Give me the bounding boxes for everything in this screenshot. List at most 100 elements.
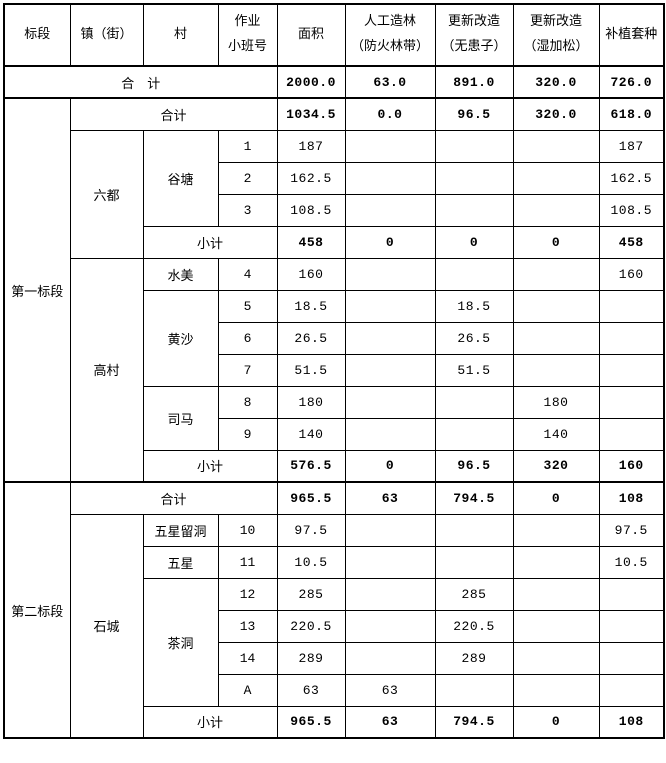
value-cell: 108.5	[598, 193, 665, 227]
value-cell: 97.5	[598, 513, 665, 547]
value-cell: 63.0	[344, 65, 436, 99]
plot-number-cell: 12	[217, 577, 278, 611]
value-cell: 63	[344, 705, 436, 739]
town-cell: 六都	[69, 129, 144, 259]
value-cell	[598, 609, 665, 643]
value-cell	[344, 129, 436, 163]
header-town-street: 镇（街）	[69, 3, 144, 67]
value-cell: 187	[276, 129, 346, 163]
value-cell: 0	[434, 225, 514, 259]
value-cell: 108.5	[276, 193, 346, 227]
value-cell: 0	[344, 225, 436, 259]
subtotal-row: 小计 965.5 63 794.5 0 108	[4, 705, 665, 739]
header-row: 标段 镇（街） 村 作业 小班号 面积 人工造林 （防火林带） 更新改造 （无患…	[3, 3, 665, 67]
value-cell	[434, 545, 514, 579]
value-cell: 285	[276, 577, 346, 611]
village-cell: 谷塘	[142, 129, 219, 227]
value-cell: 10.5	[276, 545, 346, 579]
grand-total-label-cell: 合 计	[3, 65, 278, 99]
value-cell	[344, 353, 436, 387]
value-cell: 96.5	[434, 449, 514, 483]
value-cell: 965.5	[276, 705, 346, 739]
value-cell: 51.5	[434, 353, 514, 387]
village-cell: 黄沙	[142, 289, 219, 387]
plot-number-cell: 1	[217, 129, 278, 163]
value-cell: 0	[344, 449, 436, 483]
value-cell: 0	[512, 225, 600, 259]
subtotal-label-cell: 小计	[142, 705, 278, 739]
value-cell: 794.5	[434, 481, 514, 515]
plot-number-cell: 3	[217, 193, 278, 227]
subtotal-row: 小计 576.5 0 96.5 320 160	[4, 449, 665, 483]
plot-number-cell: 13	[217, 609, 278, 643]
plot-number-cell: 2	[217, 161, 278, 195]
value-cell: 162.5	[598, 161, 665, 195]
value-cell: 2000.0	[276, 65, 346, 99]
value-cell	[512, 257, 600, 291]
value-cell: 26.5	[434, 321, 514, 355]
value-cell	[434, 385, 514, 419]
data-row: 五星 11 10.5 10.5	[4, 545, 665, 579]
value-cell: 63	[276, 673, 346, 707]
value-cell	[434, 257, 514, 291]
value-cell	[598, 289, 665, 323]
value-cell	[434, 673, 514, 707]
value-cell	[344, 513, 436, 547]
value-cell: 285	[434, 577, 514, 611]
value-cell: 289	[276, 641, 346, 675]
value-cell: 965.5	[276, 481, 346, 515]
village-cell: 司马	[142, 385, 219, 451]
plot-number-cell: 11	[217, 545, 278, 579]
plot-number-cell: 14	[217, 641, 278, 675]
value-cell	[512, 129, 600, 163]
data-row: 六都 谷塘 1 187 187	[4, 129, 665, 259]
value-cell: 97.5	[276, 513, 346, 547]
value-cell: 63	[344, 481, 436, 515]
value-cell: 18.5	[276, 289, 346, 323]
value-cell: 576.5	[276, 449, 346, 483]
plot-number-cell: 4	[217, 257, 278, 291]
subtotal-label-cell: 小计	[142, 225, 278, 259]
value-cell	[598, 321, 665, 355]
village-cell: 水美	[142, 257, 219, 291]
value-cell: 140	[512, 417, 600, 451]
value-cell	[598, 385, 665, 419]
value-cell: 162.5	[276, 161, 346, 195]
value-cell	[344, 577, 436, 611]
section1-total-row: 第一标段 合计 1034.5 0.0 96.5 320.0 618.0	[3, 97, 665, 483]
value-cell	[512, 545, 600, 579]
value-cell	[434, 193, 514, 227]
value-cell	[344, 641, 436, 675]
value-cell	[344, 257, 436, 291]
total-label-cell: 合计	[69, 481, 278, 515]
data-row: A 63 63	[4, 673, 665, 707]
data-row: 3 108.5 108.5	[4, 193, 665, 227]
data-row: 石城 五星留洞 10 97.5 97.5	[4, 513, 665, 739]
town-cell: 石城	[69, 513, 144, 739]
plot-number-cell: 6	[217, 321, 278, 355]
value-cell: 289	[434, 641, 514, 675]
header-village: 村	[142, 3, 219, 67]
value-cell	[512, 641, 600, 675]
value-cell	[344, 545, 436, 579]
plot-number-cell: A	[217, 673, 278, 707]
value-cell	[434, 513, 514, 547]
value-cell: 180	[276, 385, 346, 419]
value-cell	[434, 161, 514, 195]
town-cell: 高村	[69, 257, 144, 483]
subtotal-label-cell: 小计	[142, 449, 278, 483]
value-cell	[512, 513, 600, 547]
data-row: 2 162.5 162.5	[4, 161, 665, 195]
value-cell	[434, 417, 514, 451]
header-afforestation-firebreak: 人工造林 （防火林带）	[344, 3, 436, 67]
value-cell	[512, 577, 600, 611]
section-cell: 第二标段	[3, 481, 71, 739]
value-cell: 187	[598, 129, 665, 163]
value-cell	[598, 577, 665, 611]
plot-number-cell: 8	[217, 385, 278, 419]
value-cell: 160	[276, 257, 346, 291]
value-cell: 794.5	[434, 705, 514, 739]
value-cell: 96.5	[434, 97, 514, 131]
value-cell	[512, 609, 600, 643]
